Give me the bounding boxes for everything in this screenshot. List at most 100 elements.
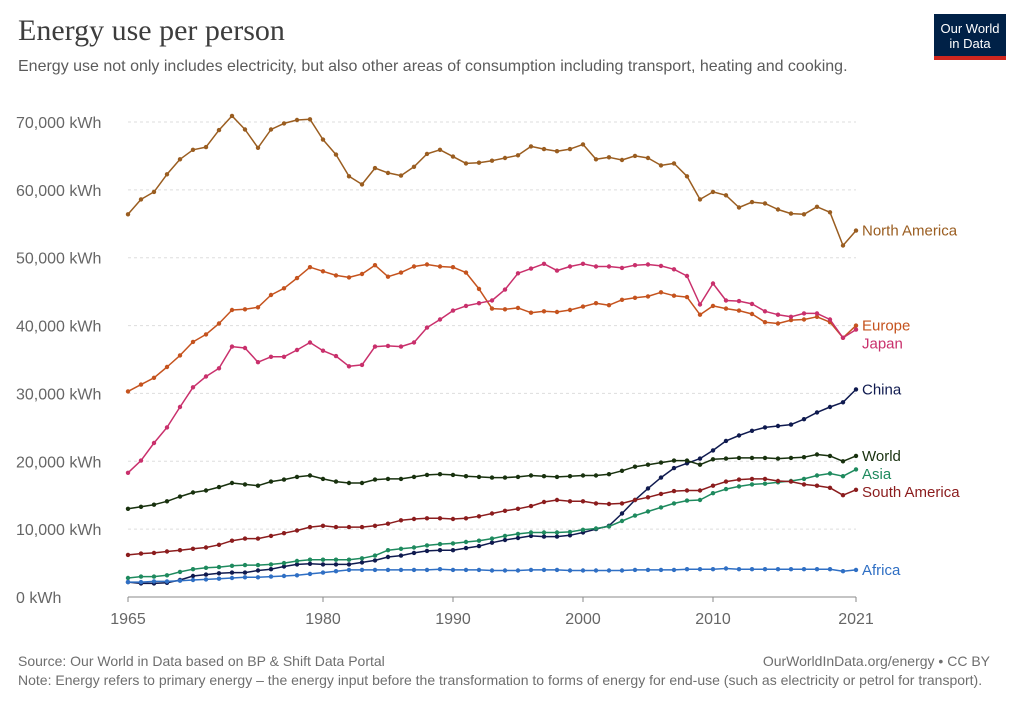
data-point — [411, 516, 417, 522]
data-point — [541, 567, 547, 573]
data-point — [190, 567, 196, 572]
data-point — [801, 455, 807, 460]
data-point — [411, 567, 417, 573]
series-africa[interactable] — [125, 566, 859, 585]
data-point — [385, 476, 391, 482]
data-point — [749, 476, 755, 482]
data-point — [697, 488, 703, 493]
data-point — [710, 189, 716, 195]
series-label-asia: Asia — [862, 466, 892, 483]
series-asia[interactable] — [125, 467, 859, 581]
data-point — [138, 197, 144, 202]
data-point — [710, 483, 716, 488]
data-point — [229, 538, 235, 543]
data-point — [827, 485, 833, 490]
data-point — [125, 575, 131, 581]
data-point — [710, 567, 716, 572]
data-point — [853, 567, 859, 573]
data-point — [164, 172, 170, 177]
data-point — [385, 521, 391, 526]
data-point — [710, 303, 716, 309]
series-europe[interactable] — [125, 262, 859, 394]
data-point — [515, 531, 521, 537]
data-point — [489, 568, 495, 573]
data-point — [684, 174, 690, 179]
data-point — [593, 157, 599, 162]
data-point — [619, 265, 625, 271]
data-point — [164, 425, 170, 430]
data-point — [840, 569, 846, 574]
data-point — [502, 533, 508, 539]
data-point — [632, 513, 638, 518]
data-point — [398, 553, 404, 558]
series-south-america[interactable] — [125, 476, 859, 558]
data-point — [307, 561, 313, 566]
data-point — [749, 567, 755, 572]
chart-subtitle: Energy use not only includes electricity… — [18, 58, 848, 75]
data-point — [788, 211, 794, 216]
data-point — [294, 275, 300, 281]
data-point — [801, 212, 807, 217]
series-world[interactable] — [125, 452, 859, 511]
series-label-world: World — [862, 448, 901, 465]
data-point — [853, 387, 859, 392]
data-point — [216, 321, 222, 326]
data-point — [671, 161, 677, 166]
data-point — [606, 524, 612, 529]
credit-link[interactable]: OurWorldInData.org/energy • CC BY — [762, 653, 990, 669]
data-point — [697, 567, 703, 572]
data-point — [684, 498, 690, 503]
data-point — [788, 422, 794, 427]
data-point — [372, 344, 378, 349]
data-point — [138, 579, 144, 585]
chart-title: Energy use per person — [18, 14, 285, 47]
data-point — [554, 474, 560, 480]
data-point — [229, 307, 235, 313]
data-point — [827, 404, 833, 410]
data-point — [281, 564, 287, 569]
data-point — [437, 472, 443, 477]
data-point — [307, 557, 313, 562]
data-point — [281, 531, 287, 536]
data-point — [814, 452, 820, 457]
data-point — [294, 573, 300, 578]
owid-logo[interactable]: Our World in Data — [934, 14, 1006, 60]
data-point — [476, 286, 482, 292]
series-japan[interactable] — [125, 261, 859, 475]
data-point — [125, 579, 131, 585]
data-point — [138, 551, 144, 556]
data-point — [359, 480, 365, 486]
data-point — [268, 574, 274, 579]
data-point — [736, 455, 742, 461]
data-point — [398, 173, 404, 178]
data-point — [151, 502, 157, 507]
data-point — [580, 527, 586, 532]
series-lines — [125, 113, 859, 586]
data-point — [398, 518, 404, 523]
data-point — [658, 290, 664, 295]
data-point — [190, 385, 196, 390]
data-point — [788, 314, 794, 319]
data-point — [697, 497, 703, 503]
data-point — [346, 480, 352, 486]
logo-line-2: in Data — [949, 36, 991, 51]
series-china[interactable] — [125, 387, 859, 586]
data-point — [554, 534, 560, 539]
data-point — [359, 556, 365, 561]
data-point — [775, 567, 781, 572]
data-point — [229, 113, 235, 119]
data-point — [736, 567, 742, 572]
data-point — [268, 479, 274, 484]
series-line-europe — [127, 263, 857, 393]
data-point — [580, 568, 586, 573]
data-point — [528, 530, 534, 535]
data-point — [255, 360, 261, 365]
data-point — [788, 567, 794, 572]
data-point — [515, 305, 521, 311]
series-north-america[interactable] — [125, 113, 859, 248]
series-label-japan: Japan — [862, 336, 903, 353]
data-point — [242, 307, 248, 312]
data-point — [385, 274, 391, 279]
series-label-south-america: South America — [862, 484, 960, 501]
data-point — [515, 474, 521, 480]
